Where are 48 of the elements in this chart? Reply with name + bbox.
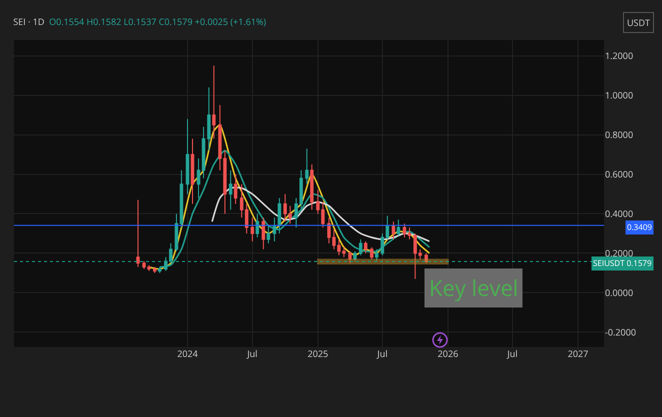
y-tick-label: 1.0000 <box>605 88 634 102</box>
x-tick-label: 2026 <box>438 347 458 360</box>
candlestick <box>262 217 266 250</box>
candlestick <box>392 221 396 240</box>
x-tick-label: Jul <box>506 347 518 360</box>
x-tick-label: Jul <box>246 347 258 360</box>
chart-subtitle: O0.1554 H0.1582 L0.1537 C0.1579 +0.0025 (+1.61%) <box>49 15 266 28</box>
candlestick <box>402 223 406 238</box>
candlestick <box>396 219 400 236</box>
candlestick <box>158 266 162 274</box>
text: USDT <box>627 16 650 29</box>
y-tick-label: 0.6000 <box>605 167 634 180</box>
candlestick <box>408 227 412 240</box>
candlestick <box>374 248 378 262</box>
candlestick <box>266 225 270 244</box>
candlestick <box>136 199 140 268</box>
candlestick <box>256 213 260 238</box>
candlestick <box>190 138 194 204</box>
line-series <box>148 124 430 270</box>
ref-line-label: 0.3409 <box>627 222 652 233</box>
band-label: Key level <box>429 273 518 303</box>
candlestick <box>364 240 368 254</box>
candlestick <box>358 238 362 256</box>
candlestick <box>234 174 238 204</box>
x-tick-label: 2024 <box>177 347 198 360</box>
candlestick <box>212 65 216 140</box>
candlestick <box>186 118 190 194</box>
candlestick <box>153 266 156 274</box>
candlestick <box>370 246 374 260</box>
candlestick <box>250 217 254 242</box>
y-tick-label: 1.2000 <box>605 48 634 62</box>
candlestick <box>348 250 352 264</box>
line-series <box>211 186 430 242</box>
x-tick-label: 2027 <box>568 347 588 360</box>
y-tick-label: 0.4000 <box>605 206 634 220</box>
ref-line-label: SEIUSDT 0.1579 <box>593 258 652 269</box>
y-tick-label: 0.2000 <box>605 246 634 260</box>
y-tick-label: 0.8000 <box>605 128 634 141</box>
x-tick-label: 2025 <box>308 347 328 360</box>
y-tick-label: 0.0000 <box>605 286 634 299</box>
candlestick <box>272 217 276 242</box>
y-tick-label: -0.2000 <box>605 325 636 338</box>
candlestick <box>278 197 282 234</box>
candlestick <box>228 170 232 210</box>
chart-title: SEI · 1D <box>13 15 44 28</box>
candlestick <box>310 164 314 210</box>
candlestick <box>305 148 309 185</box>
x-tick-label: Jul <box>376 347 388 360</box>
